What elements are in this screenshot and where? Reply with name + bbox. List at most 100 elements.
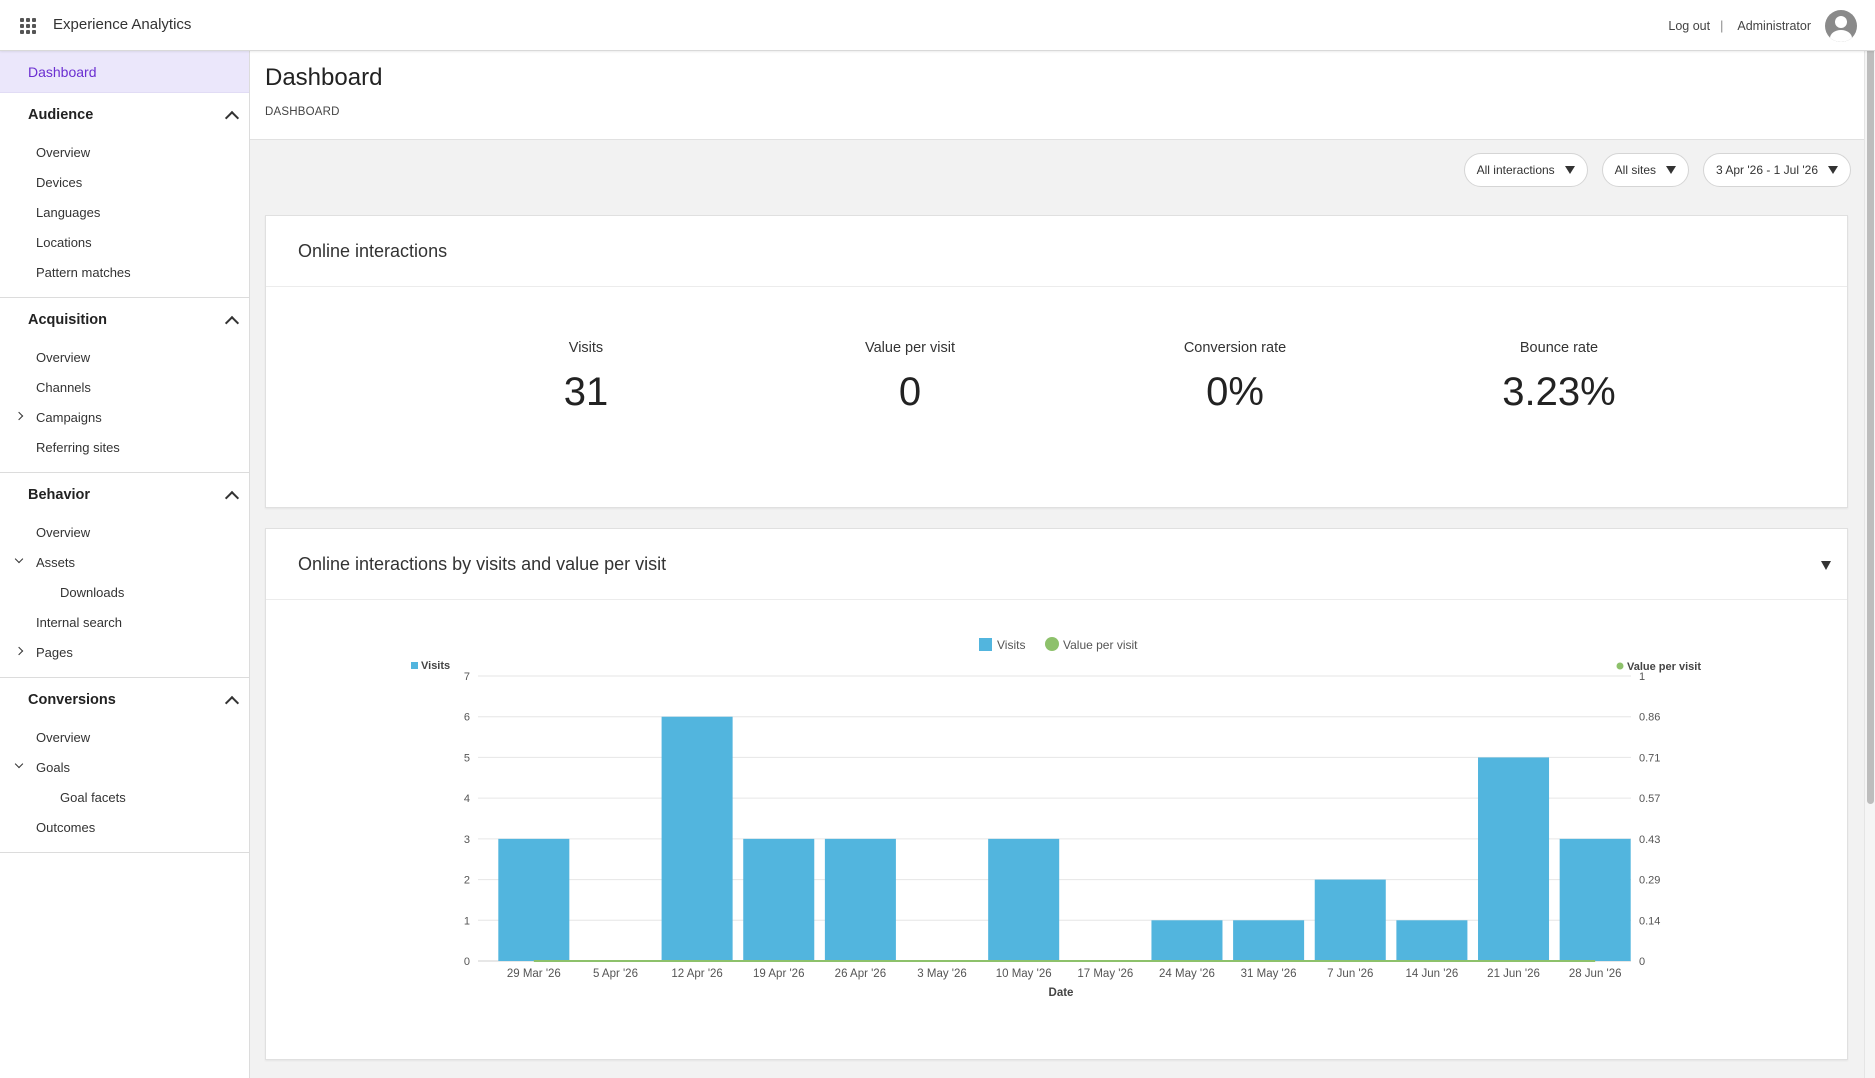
card-title: Online interactions by visits and value … <box>266 529 1847 600</box>
sites-filter-dropdown[interactable]: All sites <box>1601 153 1690 187</box>
sidebar-item-downloads[interactable]: Downloads <box>0 577 249 607</box>
sidebar-item-label: Goals <box>36 759 70 775</box>
interactions-filter-dropdown[interactable]: All interactions <box>1463 153 1588 187</box>
sidebar-item-pattern-matches[interactable]: Pattern matches <box>0 257 249 287</box>
sidebar-item-dashboard[interactable]: Dashboard <box>0 51 249 93</box>
sidebar-item-goals[interactable]: Goals <box>0 752 249 782</box>
y-tick-left: 2 <box>464 875 470 887</box>
sidebar-item-outcomes[interactable]: Outcomes <box>0 812 249 842</box>
date-range-dropdown[interactable]: 3 Apr '26 - 1 Jul '26 <box>1703 153 1851 187</box>
sidebar-item-label: Referring sites <box>36 439 120 455</box>
sidebar-section-audience: Audience Overview Devices Languages Location… <box>0 93 249 298</box>
sidebar-item-label: Overview <box>36 524 91 540</box>
y-tick-left: 1 <box>464 915 470 927</box>
x-tick-label: 29 Mar '26 <box>507 968 561 980</box>
x-tick-label: 21 Jun '26 <box>1487 968 1540 980</box>
page-scrollbar[interactable] <box>1864 0 1875 1078</box>
sidebar-section-header[interactable]: Behavior <box>0 473 249 517</box>
sidebar-section-header[interactable]: Conversions <box>0 678 249 722</box>
sidebar-section-header[interactable]: Acquisition <box>0 298 249 342</box>
sidebar-item-label: Goal facets <box>60 789 126 805</box>
x-tick-label: 24 May '26 <box>1159 968 1215 980</box>
chevron-up-icon[interactable] <box>224 315 240 331</box>
kpi-label: Visits <box>568 340 604 356</box>
sidebar-section-acquisition: Acquisition Overview Channels Campaigns Refe… <box>0 298 249 473</box>
sidebar-item-referring-sites[interactable]: Referring sites <box>0 432 249 462</box>
x-tick-label: 3 May '26 <box>917 968 967 980</box>
x-tick-label: 10 May '26 <box>996 968 1052 980</box>
kpi-value: 0% <box>1206 370 1264 414</box>
app-launcher-icon[interactable] <box>20 18 36 34</box>
visits-value-chart-card: Online interactions by visits and value … <box>265 528 1848 1060</box>
y-axis-left-marker <box>411 662 418 669</box>
chevron-down-icon[interactable] <box>14 554 24 564</box>
chevron-up-icon[interactable] <box>224 110 240 126</box>
sidebar-item-label: Assets <box>36 554 76 570</box>
sidebar-item-label: Campaigns <box>36 409 102 425</box>
legend-label: Visits <box>997 638 1025 652</box>
y-tick-right: 0.71 <box>1639 752 1660 764</box>
chart-card-title: Online interactions by visits and value … <box>298 553 667 574</box>
bar-visits <box>1559 838 1631 961</box>
user-name[interactable]: Administrator <box>1737 19 1811 33</box>
bar-visits <box>661 716 733 961</box>
sidebar-item-overview[interactable]: Overview <box>0 137 249 167</box>
kpi-value: 3.23% <box>1502 370 1616 414</box>
x-tick-label: 17 May '26 <box>1077 968 1133 980</box>
card-title: Online interactions <box>266 216 1847 287</box>
sidebar-item-languages[interactable]: Languages <box>0 197 249 227</box>
sidebar-item-devices[interactable]: Devices <box>0 167 249 197</box>
y-tick-right: 0.14 <box>1639 915 1660 927</box>
logout-link[interactable]: Log out <box>1668 19 1711 33</box>
chevron-down-icon[interactable] <box>14 759 24 769</box>
sidebar-item-assets[interactable]: Assets <box>0 547 249 577</box>
collapse-caret-icon[interactable] <box>1821 561 1831 570</box>
sidebar-item-overview[interactable]: Overview <box>0 722 249 752</box>
sidebar-item-label: Languages <box>36 204 101 220</box>
sidebar-item-label: Outcomes <box>36 819 96 835</box>
sidebar-item-label: Devices <box>36 174 83 190</box>
page-header: Dashboard DASHBOARD <box>250 51 1864 140</box>
x-tick-label: 7 Jun '26 <box>1327 968 1373 980</box>
sidebar-item-label: Internal search <box>36 614 122 630</box>
sidebar-item-pages[interactable]: Pages <box>0 637 249 667</box>
sidebar-item-label: Locations <box>36 234 92 250</box>
bar-visits <box>1396 920 1468 961</box>
breadcrumb[interactable]: DASHBOARD <box>265 106 340 118</box>
y-tick-right: 0.57 <box>1639 793 1660 805</box>
sidebar-item-channels[interactable]: Channels <box>0 372 249 402</box>
chevron-right-icon[interactable] <box>14 646 24 656</box>
sidebar-item-internal-search[interactable]: Internal search <box>0 607 249 637</box>
interactions-filter-label: All interactions <box>1476 163 1555 177</box>
bar-visits <box>1151 920 1223 961</box>
chevron-up-icon[interactable] <box>224 695 240 711</box>
sidebar-item-overview[interactable]: Overview <box>0 342 249 372</box>
x-tick-label: 26 Apr '26 <box>835 968 886 980</box>
caret-down-icon <box>1828 166 1838 174</box>
kpi-value: 31 <box>563 370 609 414</box>
sidebar-item-goal-facets[interactable]: Goal facets <box>0 782 249 812</box>
y-axis-left-title: Visits <box>421 660 450 672</box>
y-tick-left: 4 <box>464 793 470 805</box>
kpi-visits: Visits 31 <box>486 340 686 415</box>
chevron-up-icon[interactable] <box>224 490 240 506</box>
chevron-right-icon[interactable] <box>14 411 24 421</box>
sidebar-item-campaigns[interactable]: Campaigns <box>0 402 249 432</box>
kpi-value: 0 <box>898 370 922 414</box>
y-tick-right: 0.86 <box>1639 712 1660 724</box>
sidebar-item-overview[interactable]: Overview <box>0 517 249 547</box>
bar-visits <box>1314 879 1386 961</box>
bar-visits <box>1233 920 1305 961</box>
avatar-icon[interactable] <box>1825 10 1857 42</box>
bar-visits <box>1478 757 1550 961</box>
scrollbar-thumb[interactable] <box>1867 4 1874 804</box>
separator: | <box>1720 19 1724 33</box>
caret-down-icon <box>1666 166 1677 174</box>
bar-visits <box>824 838 896 961</box>
bar-visits <box>743 838 815 961</box>
kpi-label: Conversion rate <box>1183 340 1287 356</box>
app-title[interactable]: Experience Analytics <box>53 16 192 33</box>
sidebar-section-header[interactable]: Audience <box>0 93 249 137</box>
sidebar-item-locations[interactable]: Locations <box>0 227 249 257</box>
y-tick-right: 1 <box>1639 671 1645 683</box>
